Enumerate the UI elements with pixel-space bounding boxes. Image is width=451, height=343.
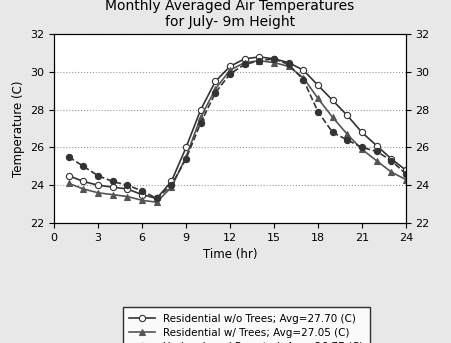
- Undeveloped Forested; Avg=26.77 (C): [110, 179, 115, 184]
- Undeveloped Forested; Avg=26.77 (C): [124, 183, 130, 187]
- Residential w/ Trees; Avg=27.05 (C): [272, 61, 277, 65]
- Residential w/o Trees; Avg=27.70 (C): [66, 174, 71, 178]
- Undeveloped Forested; Avg=26.77 (C): [213, 91, 218, 95]
- Residential w/o Trees; Avg=27.70 (C): [124, 187, 130, 191]
- Undeveloped Forested; Avg=26.77 (C): [257, 59, 262, 63]
- Residential w/ Trees; Avg=27.05 (C): [330, 115, 336, 119]
- Line: Residential w/o Trees; Avg=27.70 (C): Residential w/o Trees; Avg=27.70 (C): [66, 54, 409, 202]
- Residential w/o Trees; Avg=27.70 (C): [315, 83, 321, 87]
- Residential w/o Trees; Avg=27.70 (C): [183, 145, 189, 150]
- Residential w/ Trees; Avg=27.05 (C): [139, 198, 145, 202]
- Undeveloped Forested; Avg=26.77 (C): [169, 183, 174, 187]
- Undeveloped Forested; Avg=26.77 (C): [330, 130, 336, 134]
- Residential w/ Trees; Avg=27.05 (C): [359, 147, 364, 152]
- Undeveloped Forested; Avg=26.77 (C): [272, 57, 277, 61]
- Residential w/ Trees; Avg=27.05 (C): [154, 200, 160, 204]
- Undeveloped Forested; Avg=26.77 (C): [403, 172, 409, 176]
- Undeveloped Forested; Avg=26.77 (C): [81, 164, 86, 168]
- Residential w/o Trees; Avg=27.70 (C): [330, 98, 336, 103]
- Residential w/ Trees; Avg=27.05 (C): [403, 178, 409, 182]
- Residential w/o Trees; Avg=27.70 (C): [110, 185, 115, 189]
- Undeveloped Forested; Avg=26.77 (C): [96, 174, 101, 178]
- Residential w/ Trees; Avg=27.05 (C): [183, 155, 189, 159]
- Line: Residential w/ Trees; Avg=27.05 (C): Residential w/ Trees; Avg=27.05 (C): [66, 58, 409, 205]
- Undeveloped Forested; Avg=26.77 (C): [300, 78, 306, 82]
- Residential w/o Trees; Avg=27.70 (C): [169, 179, 174, 184]
- Residential w/o Trees; Avg=27.70 (C): [242, 57, 248, 61]
- Undeveloped Forested; Avg=26.77 (C): [359, 145, 364, 150]
- Residential w/ Trees; Avg=27.05 (C): [213, 87, 218, 91]
- Residential w/o Trees; Avg=27.70 (C): [359, 130, 364, 134]
- Residential w/ Trees; Avg=27.05 (C): [227, 68, 233, 72]
- Residential w/o Trees; Avg=27.70 (C): [257, 55, 262, 59]
- Line: Undeveloped Forested; Avg=26.77 (C): Undeveloped Forested; Avg=26.77 (C): [66, 56, 409, 202]
- Undeveloped Forested; Avg=26.77 (C): [66, 155, 71, 159]
- Residential w/o Trees; Avg=27.70 (C): [403, 168, 409, 172]
- Residential w/ Trees; Avg=27.05 (C): [257, 59, 262, 63]
- Residential w/o Trees; Avg=27.70 (C): [227, 64, 233, 69]
- Residential w/o Trees; Avg=27.70 (C): [389, 157, 394, 161]
- Residential w/o Trees; Avg=27.70 (C): [345, 114, 350, 118]
- Residential w/o Trees; Avg=27.70 (C): [154, 196, 160, 200]
- Legend: Residential w/o Trees; Avg=27.70 (C), Residential w/ Trees; Avg=27.05 (C), Undev: Residential w/o Trees; Avg=27.70 (C), Re…: [123, 307, 370, 343]
- X-axis label: Time (hr): Time (hr): [203, 248, 257, 261]
- Residential w/o Trees; Avg=27.70 (C): [300, 68, 306, 72]
- Residential w/o Trees; Avg=27.70 (C): [198, 108, 203, 112]
- Undeveloped Forested; Avg=26.77 (C): [154, 196, 160, 200]
- Residential w/o Trees; Avg=27.70 (C): [81, 179, 86, 184]
- Residential w/ Trees; Avg=27.05 (C): [286, 64, 291, 69]
- Undeveloped Forested; Avg=26.77 (C): [315, 110, 321, 114]
- Residential w/o Trees; Avg=27.70 (C): [139, 192, 145, 197]
- Residential w/ Trees; Avg=27.05 (C): [389, 170, 394, 174]
- Residential w/o Trees; Avg=27.70 (C): [374, 143, 379, 147]
- Undeveloped Forested; Avg=26.77 (C): [183, 157, 189, 161]
- Residential w/o Trees; Avg=27.70 (C): [96, 183, 101, 187]
- Undeveloped Forested; Avg=26.77 (C): [345, 138, 350, 142]
- Residential w/ Trees; Avg=27.05 (C): [198, 115, 203, 119]
- Undeveloped Forested; Avg=26.77 (C): [374, 149, 379, 153]
- Residential w/ Trees; Avg=27.05 (C): [242, 61, 248, 65]
- Undeveloped Forested; Avg=26.77 (C): [198, 121, 203, 125]
- Residential w/ Trees; Avg=27.05 (C): [345, 132, 350, 137]
- Undeveloped Forested; Avg=26.77 (C): [242, 62, 248, 67]
- Residential w/o Trees; Avg=27.70 (C): [272, 57, 277, 61]
- Residential w/o Trees; Avg=27.70 (C): [213, 80, 218, 84]
- Residential w/ Trees; Avg=27.05 (C): [374, 158, 379, 163]
- Residential w/ Trees; Avg=27.05 (C): [315, 96, 321, 100]
- Residential w/ Trees; Avg=27.05 (C): [110, 192, 115, 197]
- Residential w/ Trees; Avg=27.05 (C): [66, 181, 71, 185]
- Y-axis label: Temperature (C): Temperature (C): [12, 80, 25, 177]
- Residential w/ Trees; Avg=27.05 (C): [124, 194, 130, 199]
- Undeveloped Forested; Avg=26.77 (C): [227, 72, 233, 76]
- Residential w/ Trees; Avg=27.05 (C): [300, 76, 306, 80]
- Undeveloped Forested; Avg=26.77 (C): [389, 158, 394, 163]
- Title: Monthly Averaged Air Temperatures
for July- 9m Height: Monthly Averaged Air Temperatures for Ju…: [106, 0, 354, 29]
- Residential w/o Trees; Avg=27.70 (C): [286, 61, 291, 65]
- Undeveloped Forested; Avg=26.77 (C): [286, 62, 291, 67]
- Residential w/ Trees; Avg=27.05 (C): [96, 191, 101, 195]
- Residential w/ Trees; Avg=27.05 (C): [81, 187, 86, 191]
- Undeveloped Forested; Avg=26.77 (C): [139, 189, 145, 193]
- Residential w/ Trees; Avg=27.05 (C): [169, 185, 174, 189]
